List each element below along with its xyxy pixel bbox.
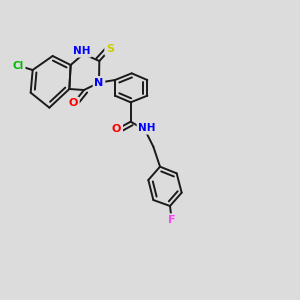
Text: Cl: Cl [13, 61, 24, 71]
Text: NH: NH [73, 46, 90, 56]
Text: N: N [94, 78, 103, 88]
Text: S: S [106, 44, 114, 54]
Text: O: O [112, 124, 122, 134]
Text: O: O [69, 98, 78, 108]
Text: F: F [168, 215, 176, 225]
Text: NH: NH [138, 123, 156, 133]
